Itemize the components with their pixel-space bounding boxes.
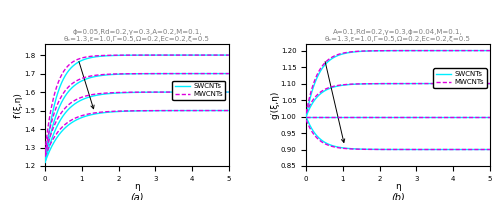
X-axis label: η: η	[395, 182, 401, 191]
Legend: SWCNTs, MWCNTs: SWCNTs, MWCNTs	[172, 81, 226, 100]
Y-axis label: g′(ξ,η): g′(ξ,η)	[270, 91, 280, 119]
Y-axis label: f′(ξ,η): f′(ξ,η)	[14, 92, 22, 118]
Text: (a): (a)	[130, 192, 143, 200]
Title: A=0.1,Rd=0.2,γ=0.3,ϕ=0.04,M=0.1,
θₑ=1.3,ε=1.0,Γ=0.5,Ω=0.2,Ec=0.2,ξ=0.5: A=0.1,Rd=0.2,γ=0.3,ϕ=0.04,M=0.1, θₑ=1.3,…	[325, 29, 471, 42]
Text: (b): (b)	[391, 192, 405, 200]
Legend: SWCNTs, MWCNTs: SWCNTs, MWCNTs	[434, 68, 486, 88]
Title: ϕ=0.05,Rd=0.2,γ=0.3,A=0.2,M=0.1,
θₑ=1.3,ε=1.0,Γ=0.5,Ω=0.2,Ec=0.2,ξ=0.5: ϕ=0.05,Rd=0.2,γ=0.3,A=0.2,M=0.1, θₑ=1.3,…	[64, 29, 210, 42]
X-axis label: η: η	[134, 182, 140, 191]
